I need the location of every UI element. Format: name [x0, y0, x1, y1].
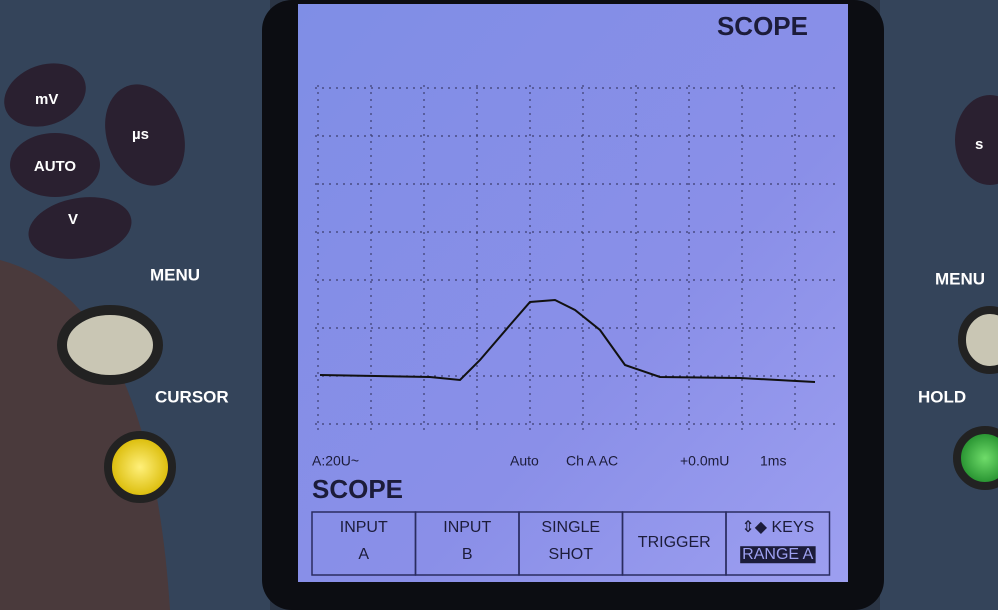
menu-label: MENU	[150, 265, 200, 284]
button[interactable]	[24, 189, 137, 266]
status-offset: +0.0mU	[680, 453, 729, 469]
softkey[interactable]	[725, 511, 831, 576]
hold-button[interactable]	[953, 426, 998, 490]
button-label: µs	[132, 126, 149, 143]
softkey-highlight	[740, 546, 816, 564]
softkey-label: RANGE A	[742, 546, 813, 563]
softkey-label: B	[462, 546, 473, 563]
softkey-label: INPUT	[443, 519, 491, 536]
button-label: AUTO	[34, 158, 77, 175]
softkey-label: INPUT	[340, 519, 388, 536]
softkey-label: SHOT	[549, 546, 594, 563]
left-grip	[0, 260, 170, 610]
button[interactable]	[92, 73, 199, 197]
function-title: SCOPE	[312, 474, 403, 504]
status-trigger: Auto	[510, 453, 539, 469]
button[interactable]	[10, 133, 100, 197]
menu-button[interactable]	[958, 306, 998, 374]
softkey-label: SINGLE	[541, 519, 600, 536]
button-label: mV	[35, 91, 58, 108]
cursor-button[interactable]	[104, 431, 176, 503]
button[interactable]	[955, 95, 998, 185]
status-timebase: 1ms	[760, 453, 786, 469]
cursor-label: CURSOR	[155, 387, 229, 406]
grid	[315, 85, 835, 430]
menu-button[interactable]	[57, 305, 163, 385]
hold-label: HOLD	[918, 387, 966, 406]
softkey-label: A	[358, 546, 369, 563]
status-channel: Ch A AC	[566, 453, 618, 469]
mode-title: SCOPE	[717, 11, 808, 41]
waveform	[319, 298, 816, 383]
softkey-label: TRIGGER	[638, 534, 711, 551]
button-label: s	[975, 136, 983, 153]
status-range: A:20U~	[312, 453, 359, 469]
button[interactable]	[0, 52, 95, 137]
softkey-label: ⇕◆ KEYS	[741, 519, 814, 536]
lcd	[298, 4, 848, 582]
menu-label: MENU	[935, 269, 985, 288]
button-label: V	[68, 211, 78, 228]
right-panel	[880, 0, 998, 610]
